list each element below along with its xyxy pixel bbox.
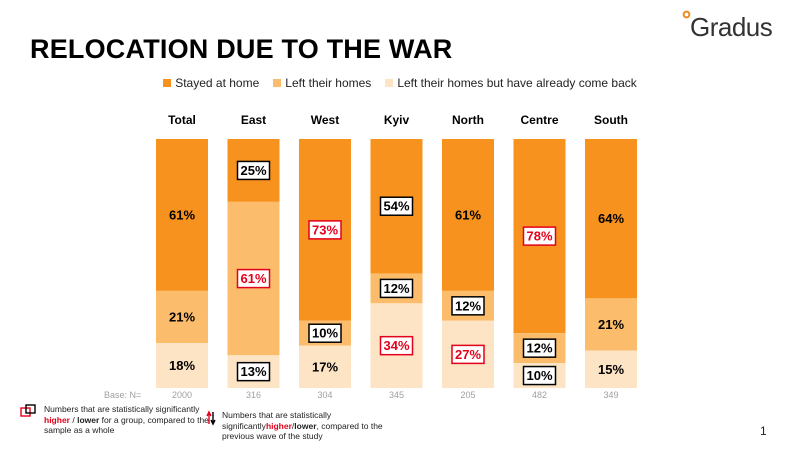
note-wave-suffix: , compared to the previous wave of the s…	[222, 420, 383, 442]
significance-box-east-0	[236, 160, 271, 181]
note-wave-higher: higher	[265, 420, 292, 431]
legend-swatch-left	[273, 79, 282, 87]
data-label-south-1: 21%	[598, 317, 624, 332]
note-wave-lower: lower	[294, 420, 317, 431]
data-label-east-2: 13%	[240, 364, 266, 379]
data-label-north-1: 12%	[455, 298, 481, 313]
category-label-kyiv: Kyiv	[384, 113, 410, 127]
category-label-centre: Centre	[520, 113, 558, 127]
note-group-higher: higher	[44, 414, 70, 425]
note-group-suffix: for a group, compared to the sample as a…	[44, 414, 209, 436]
note-wave-prefix: Numbers that are statistically significa…	[222, 410, 332, 431]
category-label-east: East	[241, 113, 266, 127]
note-wave-text: Numbers that are statistically significa…	[222, 410, 396, 442]
legend-swatch-returned	[385, 79, 394, 87]
legend-label-left: Left their homes	[285, 76, 372, 90]
data-label-total-1: 21%	[169, 310, 195, 325]
legend-item-stayed: Stayed at home	[163, 76, 259, 90]
note-group-significance: Numbers that are statistically significa…	[20, 404, 210, 436]
legend-label-returned: Left their homes but have already come b…	[397, 76, 637, 90]
significance-box-north-1	[451, 296, 485, 316]
significance-box-centre-2	[522, 365, 557, 386]
significance-box-kyiv-1	[379, 278, 414, 299]
note-wave-sep: /	[291, 420, 295, 431]
base-value-west: 304	[317, 390, 332, 400]
bar-segment-south-2	[585, 350, 637, 388]
category-label-west: West	[311, 113, 339, 127]
base-value-total: 2000	[172, 390, 192, 400]
brand-logo: Gradus	[682, 8, 792, 44]
bar-segment-total-1	[156, 290, 208, 344]
bar-segment-total-0	[156, 139, 208, 291]
data-label-east-0: 25%	[240, 163, 266, 178]
significance-box-west-1	[308, 323, 342, 343]
significance-box-north-2	[451, 344, 485, 365]
significance-box-centre-0	[522, 226, 557, 246]
logo-text: Gradus	[690, 12, 773, 42]
category-label-total: Total	[168, 113, 196, 127]
chart-legend: Stayed at home Left their homes Left the…	[0, 76, 800, 90]
data-label-centre-1: 12%	[526, 341, 552, 356]
note-wave-significance: Numbers that are statistically significa…	[206, 410, 396, 442]
base-value-north: 205	[460, 390, 475, 400]
bar-segment-south-1	[585, 298, 637, 351]
bar-segment-south-0	[585, 139, 637, 299]
significance-box-icon	[20, 404, 36, 417]
data-label-west-2: 17%	[312, 359, 338, 374]
data-label-north-2: 27%	[455, 347, 481, 362]
base-value-south: 349	[603, 390, 618, 400]
data-label-kyiv-1: 12%	[383, 281, 409, 296]
data-label-south-0: 64%	[598, 211, 624, 226]
page-number: 1	[760, 424, 767, 438]
bar-segment-north-0	[442, 139, 494, 291]
legend-label-stayed: Stayed at home	[175, 76, 260, 90]
up-down-arrows-icon	[206, 410, 216, 426]
data-label-centre-0: 78%	[526, 229, 552, 244]
note-group-lower: lower	[77, 414, 100, 425]
bar-segment-total-2	[156, 343, 208, 388]
data-label-total-2: 18%	[169, 358, 195, 373]
significance-box-kyiv-0	[379, 196, 414, 216]
category-label-south: South	[594, 113, 628, 127]
legend-item-returned: Left their homes but have already come b…	[385, 76, 637, 90]
significance-box-east-2	[236, 361, 271, 382]
data-label-east-1: 61%	[240, 271, 266, 286]
data-label-total-0: 61%	[169, 207, 195, 222]
logo-dot-icon	[682, 10, 691, 19]
base-value-east: 316	[246, 390, 261, 400]
note-group-text: Numbers that are statistically significa…	[44, 404, 210, 436]
data-label-west-0: 73%	[312, 222, 338, 237]
significance-box-centre-1	[522, 338, 557, 358]
significance-box-kyiv-2	[379, 335, 414, 356]
base-value-kyiv: 345	[389, 390, 404, 400]
note-group-sep: /	[69, 414, 78, 425]
data-label-south-2: 15%	[598, 362, 624, 377]
bar-segment-west-2	[299, 345, 351, 388]
legend-swatch-stayed	[163, 79, 172, 87]
data-label-kyiv-2: 34%	[383, 338, 409, 353]
base-label: Base: N=	[104, 390, 141, 400]
base-value-centre: 482	[532, 390, 547, 400]
data-label-west-1: 10%	[312, 326, 338, 341]
page-title: RELOCATION DUE TO THE WAR	[30, 34, 453, 64]
data-label-centre-2: 10%	[526, 368, 552, 383]
significance-box-east-1	[236, 268, 271, 289]
data-label-kyiv-0: 54%	[383, 199, 409, 214]
data-label-north-0: 61%	[455, 207, 481, 222]
significance-box-west-0	[308, 220, 342, 240]
category-label-north: North	[452, 113, 484, 127]
legend-item-left: Left their homes	[273, 76, 371, 90]
note-group-prefix: Numbers that are statistically significa…	[44, 404, 200, 414]
